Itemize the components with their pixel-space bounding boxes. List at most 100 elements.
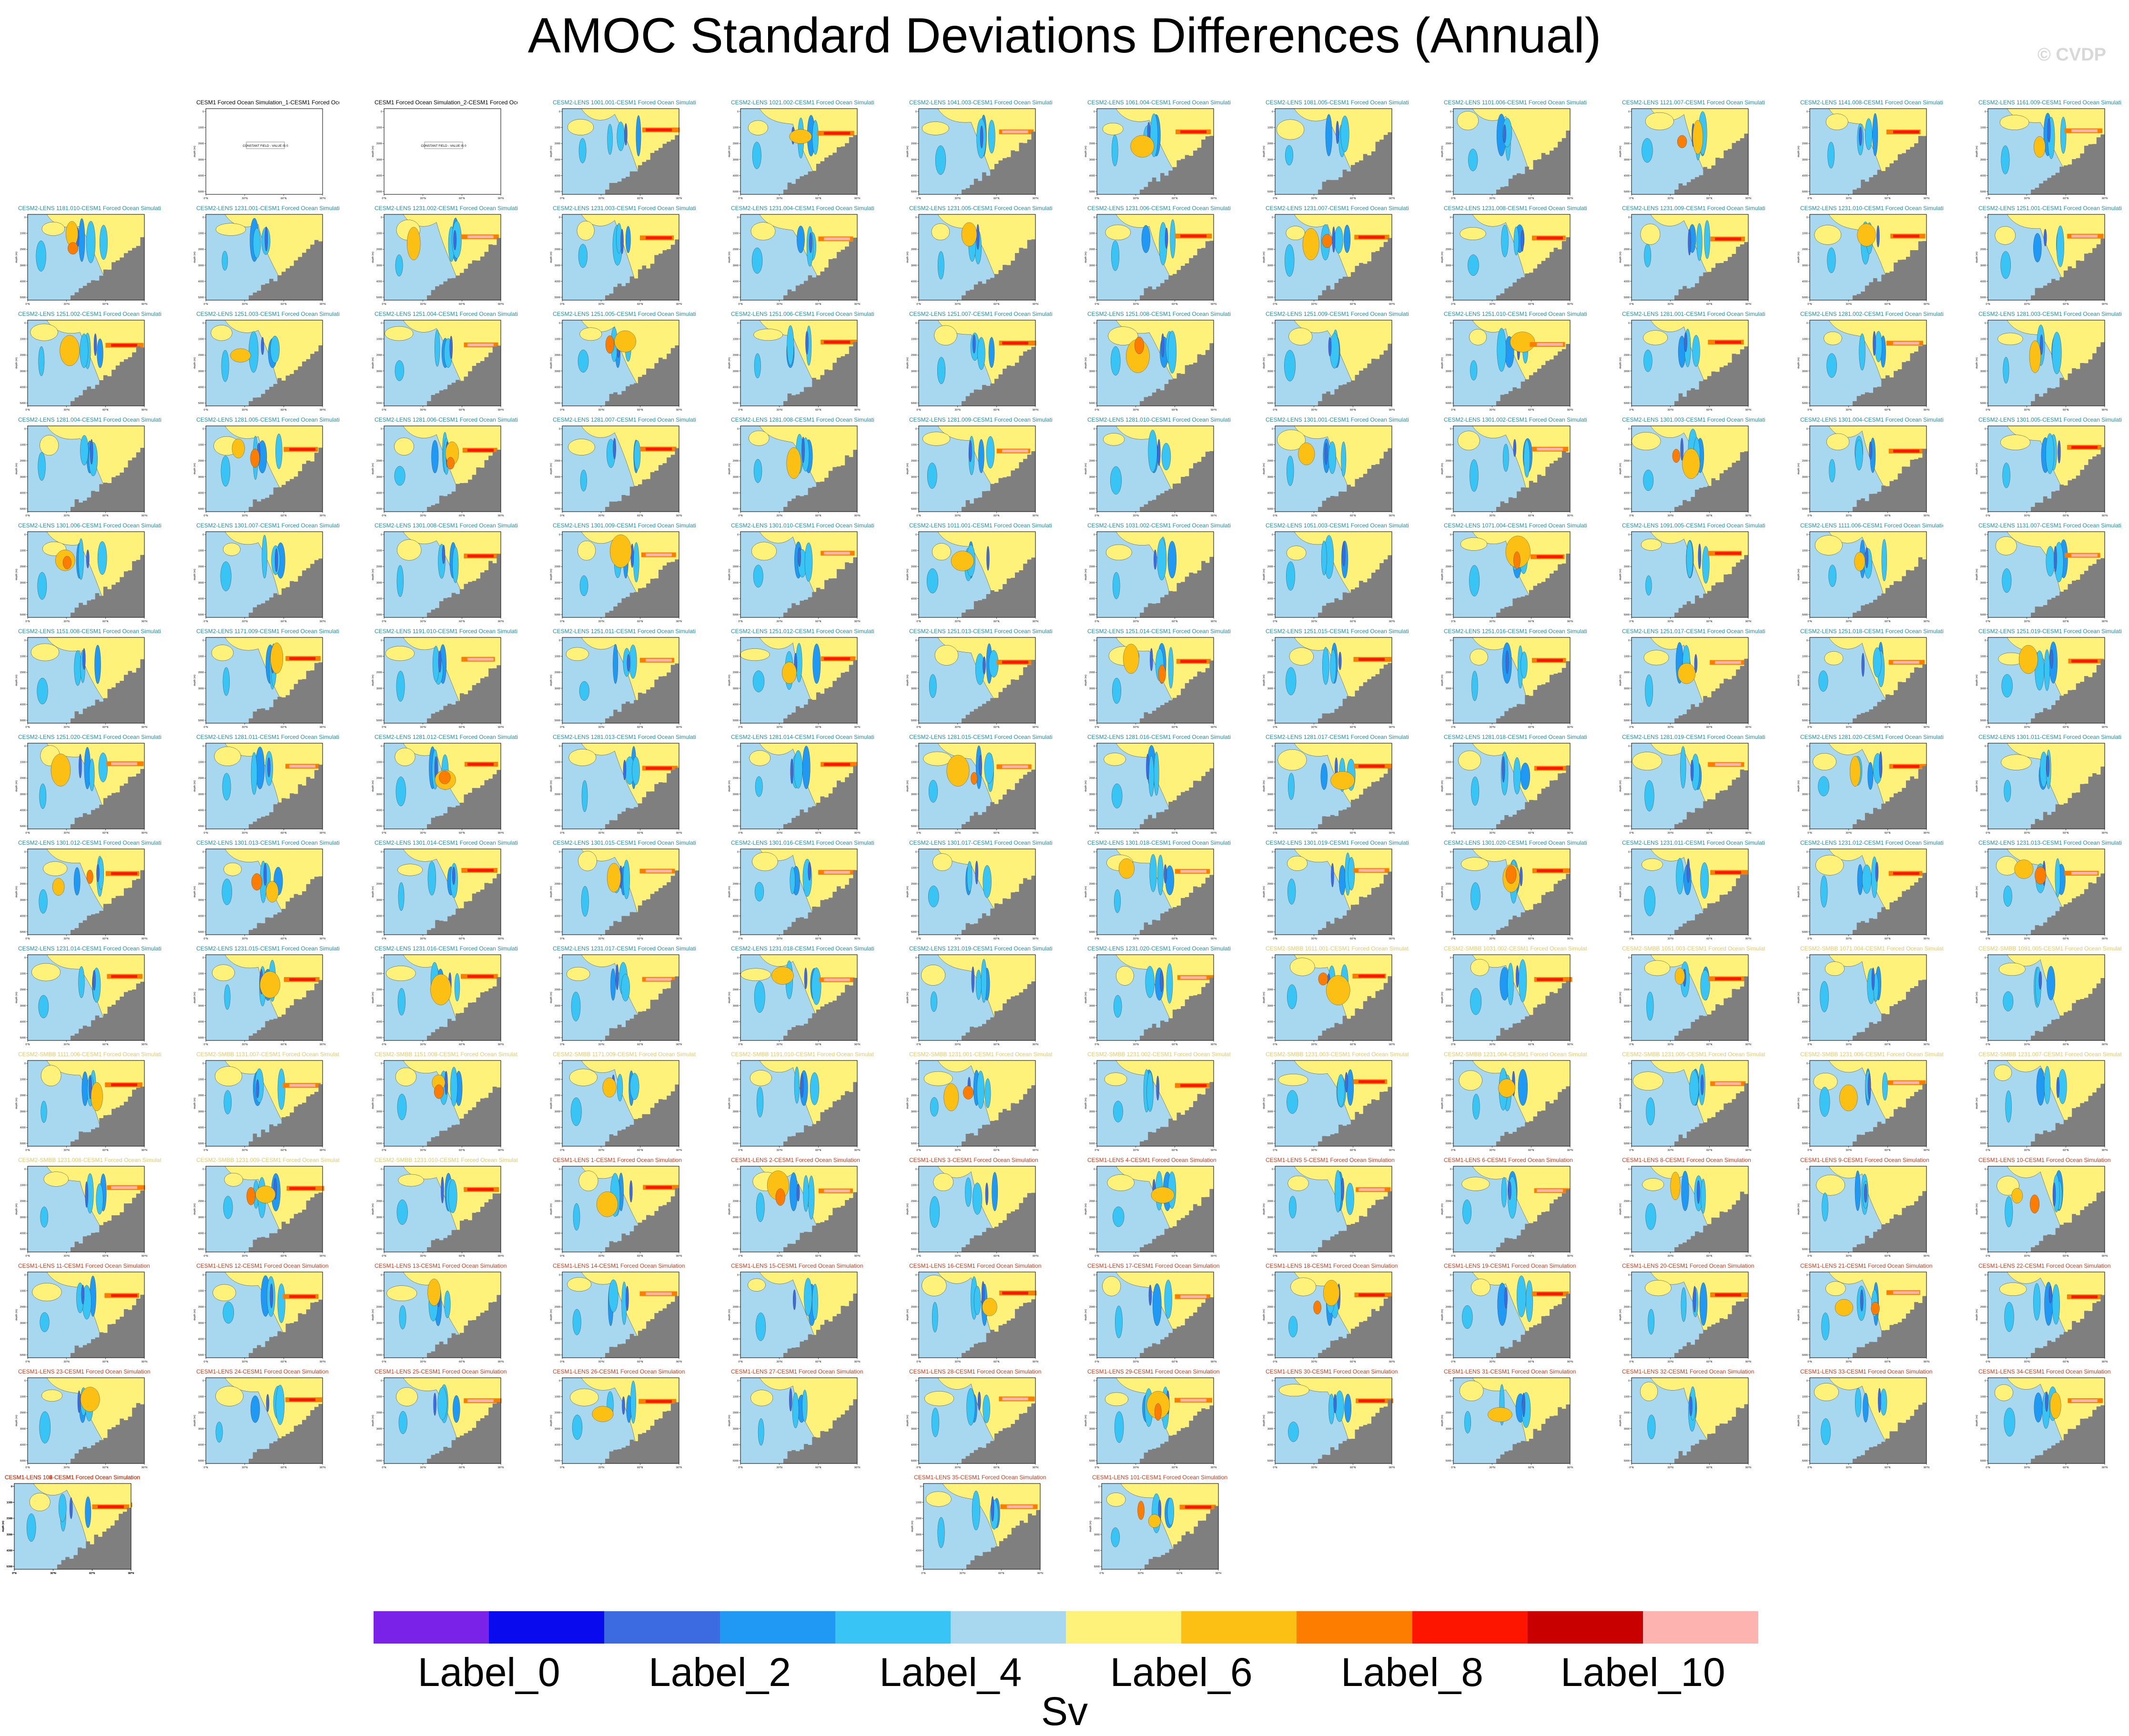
y-tick-label: 2000	[1089, 354, 1095, 357]
chart-panel: CESM2-LENS 1281.013-CESM1 Forced Ocean S…	[548, 734, 696, 836]
x-tick-label: 0°N	[1807, 1255, 1812, 1258]
y-tick-label: 5000	[1089, 1354, 1095, 1357]
panel-title: CESM2-SMBB 1231.004-CESM1 Forced Ocean S…	[1444, 1051, 1587, 1058]
panel-title: CESM1-LENS 24-CESM1 Forced Ocean Simulat…	[196, 1368, 329, 1375]
chart-panel: CESM1-LENS 8-CESM1 Forced Ocean Simulati…	[1617, 1157, 1765, 1259]
x-tick-label: 30°N	[777, 197, 782, 200]
x-tick-label: 90°N	[1567, 1361, 1573, 1363]
y-axis-label: depth (m)	[550, 675, 553, 686]
y-tick-label: 2000	[198, 1306, 204, 1309]
x-tick-label: 30°N	[2024, 197, 2030, 200]
y-tick-label: 5000	[20, 825, 26, 828]
y-tick-label: 3000	[1267, 264, 1273, 267]
x-tick-label: 30°N	[420, 303, 426, 306]
panel-title: CESM2-LENS 1301.006-CESM1 Forced Ocean S…	[18, 522, 161, 529]
panel-title: CESM1-LENS 9-CESM1 Forced Ocean Simulati…	[1800, 1157, 1929, 1163]
y-tick-label: 4000	[1802, 1126, 1808, 1129]
x-tick-label: 30°N	[2024, 1361, 2030, 1363]
y-tick-label: 4000	[7, 1549, 12, 1552]
y-tick-label: 5000	[1980, 1142, 1986, 1145]
x-tick-label: 90°N	[320, 1043, 325, 1046]
x-tick-label: 90°N	[2102, 832, 2108, 835]
y-tick-label: 3000	[1267, 159, 1273, 161]
y-tick-label: 5000	[1802, 825, 1808, 828]
x-tick-label: 0°N	[738, 1255, 742, 1258]
x-tick-label: 60°N	[281, 303, 286, 306]
y-tick-label: 5000	[20, 1248, 26, 1251]
panel-title: CESM1-LENS 103-CESM1 Forced Ocean Simula…	[5, 1474, 141, 1481]
y-tick-label: 5000	[1446, 1037, 1451, 1040]
x-tick-label: 0°N	[382, 515, 386, 517]
y-axis-label: depth (m)	[1263, 886, 1266, 898]
y-tick-label: 3000	[1624, 370, 1630, 373]
chart-panel: CESM1-LENS 12-CESM1 Forced Ocean Simulat…	[192, 1262, 339, 1365]
y-tick-label: 1000	[1446, 444, 1451, 447]
y-tick-label: 2000	[911, 460, 917, 463]
y-axis-label: depth (m)	[1976, 675, 1978, 686]
x-tick-label: 0°N	[25, 1043, 30, 1046]
y-tick-label: 4000	[1446, 703, 1451, 706]
y-tick-label: 4000	[1624, 174, 1630, 177]
y-tick-label: 2000	[1094, 1517, 1100, 1520]
x-tick-label: 30°N	[1490, 515, 1495, 517]
panel-title: CESM2-LENS 1251.012-CESM1 Forced Ocean S…	[731, 628, 874, 635]
x-tick-label: 0°N	[203, 832, 208, 835]
y-tick-label: 5000	[1980, 931, 1986, 934]
y-tick-label: 5000	[376, 296, 382, 299]
x-tick-label: 30°N	[51, 1572, 56, 1575]
x-tick-label: 30°N	[1490, 409, 1495, 412]
x-tick-label: 0°N	[1986, 197, 1990, 200]
y-tick-label: 5000	[376, 614, 382, 616]
x-tick-label: 90°N	[142, 409, 147, 412]
y-tick-label: 1000	[1980, 656, 1986, 658]
y-tick-label: 4000	[1446, 809, 1451, 812]
y-tick-label: 1000	[555, 1290, 560, 1293]
y-tick-label: 0	[737, 745, 739, 748]
x-tick-label: 30°N	[1311, 1361, 1317, 1363]
y-tick-label: 2000	[1624, 354, 1630, 357]
y-tick-label: 2000	[1802, 1306, 1808, 1309]
y-tick-label: 0	[737, 428, 739, 431]
y-tick-label: 2000	[733, 1306, 739, 1309]
y-tick-label: 2000	[20, 248, 26, 251]
x-tick-label: 90°N	[498, 303, 504, 306]
y-tick-label: 5000	[376, 1248, 382, 1251]
y-tick-label: 4000	[1089, 386, 1095, 389]
y-tick-label: 1000	[733, 444, 739, 447]
y-tick-label: 4000	[1446, 174, 1451, 177]
panel-title: CESM1-LENS 30-CESM1 Forced Ocean Simulat…	[1266, 1368, 1398, 1375]
y-tick-label: 2000	[1624, 1200, 1630, 1203]
y-tick-label: 0	[1628, 1380, 1630, 1383]
x-tick-label: 30°N	[64, 1361, 70, 1363]
y-tick-label: 4000	[1802, 1443, 1808, 1446]
y-tick-label: 0	[915, 111, 917, 113]
y-tick-label: 1000	[555, 1184, 560, 1187]
y-axis-label: depth (m)	[550, 252, 553, 263]
x-tick-label: 60°N	[1885, 1043, 1890, 1046]
x-tick-label: 60°N	[815, 1466, 821, 1469]
y-tick-label: 1000	[1624, 973, 1630, 976]
y-axis-label: depth (m)	[15, 463, 18, 474]
panel-title: CESM1-LENS 26-CESM1 Forced Ocean Simulat…	[553, 1368, 685, 1375]
y-tick-label: 0	[559, 534, 560, 536]
y-axis-label: depth (m)	[1441, 357, 1444, 369]
y-tick-label: 2000	[555, 989, 560, 991]
x-tick-label: 30°N	[242, 1361, 248, 1363]
y-axis-label: depth (m)	[1441, 886, 1444, 898]
y-tick-label: 4000	[1267, 1232, 1273, 1235]
y-axis-label: depth (m)	[728, 252, 731, 263]
x-tick-label: 0°N	[25, 1466, 30, 1469]
x-tick-label: 90°N	[2102, 303, 2108, 306]
colorbar-box	[950, 1611, 1066, 1644]
